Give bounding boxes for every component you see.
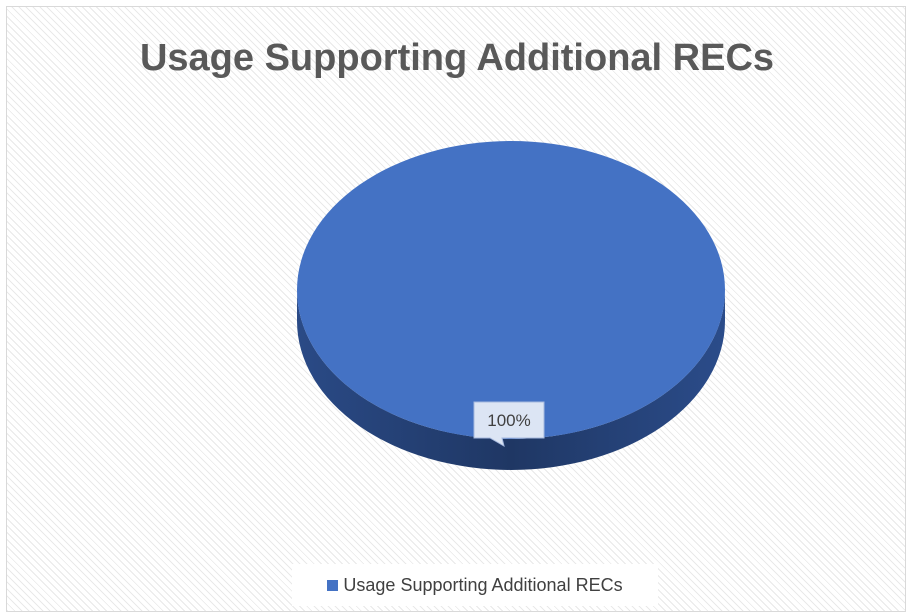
chart-title: Usage Supporting Additional RECs xyxy=(139,37,775,79)
legend: Usage Supporting Additional RECs xyxy=(292,564,658,606)
legend-entry-label: Usage Supporting Additional RECs xyxy=(343,574,623,595)
pie-slice-top xyxy=(297,141,725,439)
data-label: 100% xyxy=(487,411,530,430)
pie-chart: 100% xyxy=(297,141,725,470)
data-label-box xyxy=(473,401,545,448)
legend-swatch xyxy=(327,579,339,591)
pie-slice-side xyxy=(297,290,725,470)
chart-area: Usage Supporting Additional RECs 100% Us… xyxy=(6,6,906,612)
